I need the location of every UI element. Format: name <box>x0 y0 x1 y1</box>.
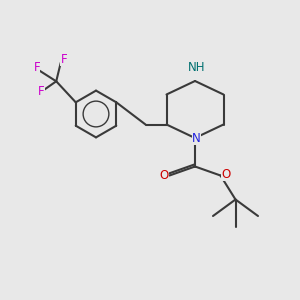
Text: F: F <box>33 61 40 74</box>
Text: O: O <box>221 168 230 182</box>
Text: O: O <box>160 169 169 182</box>
Text: F: F <box>60 53 67 66</box>
Text: N: N <box>192 132 201 145</box>
Text: F: F <box>38 85 44 98</box>
Text: NH: NH <box>188 61 205 74</box>
